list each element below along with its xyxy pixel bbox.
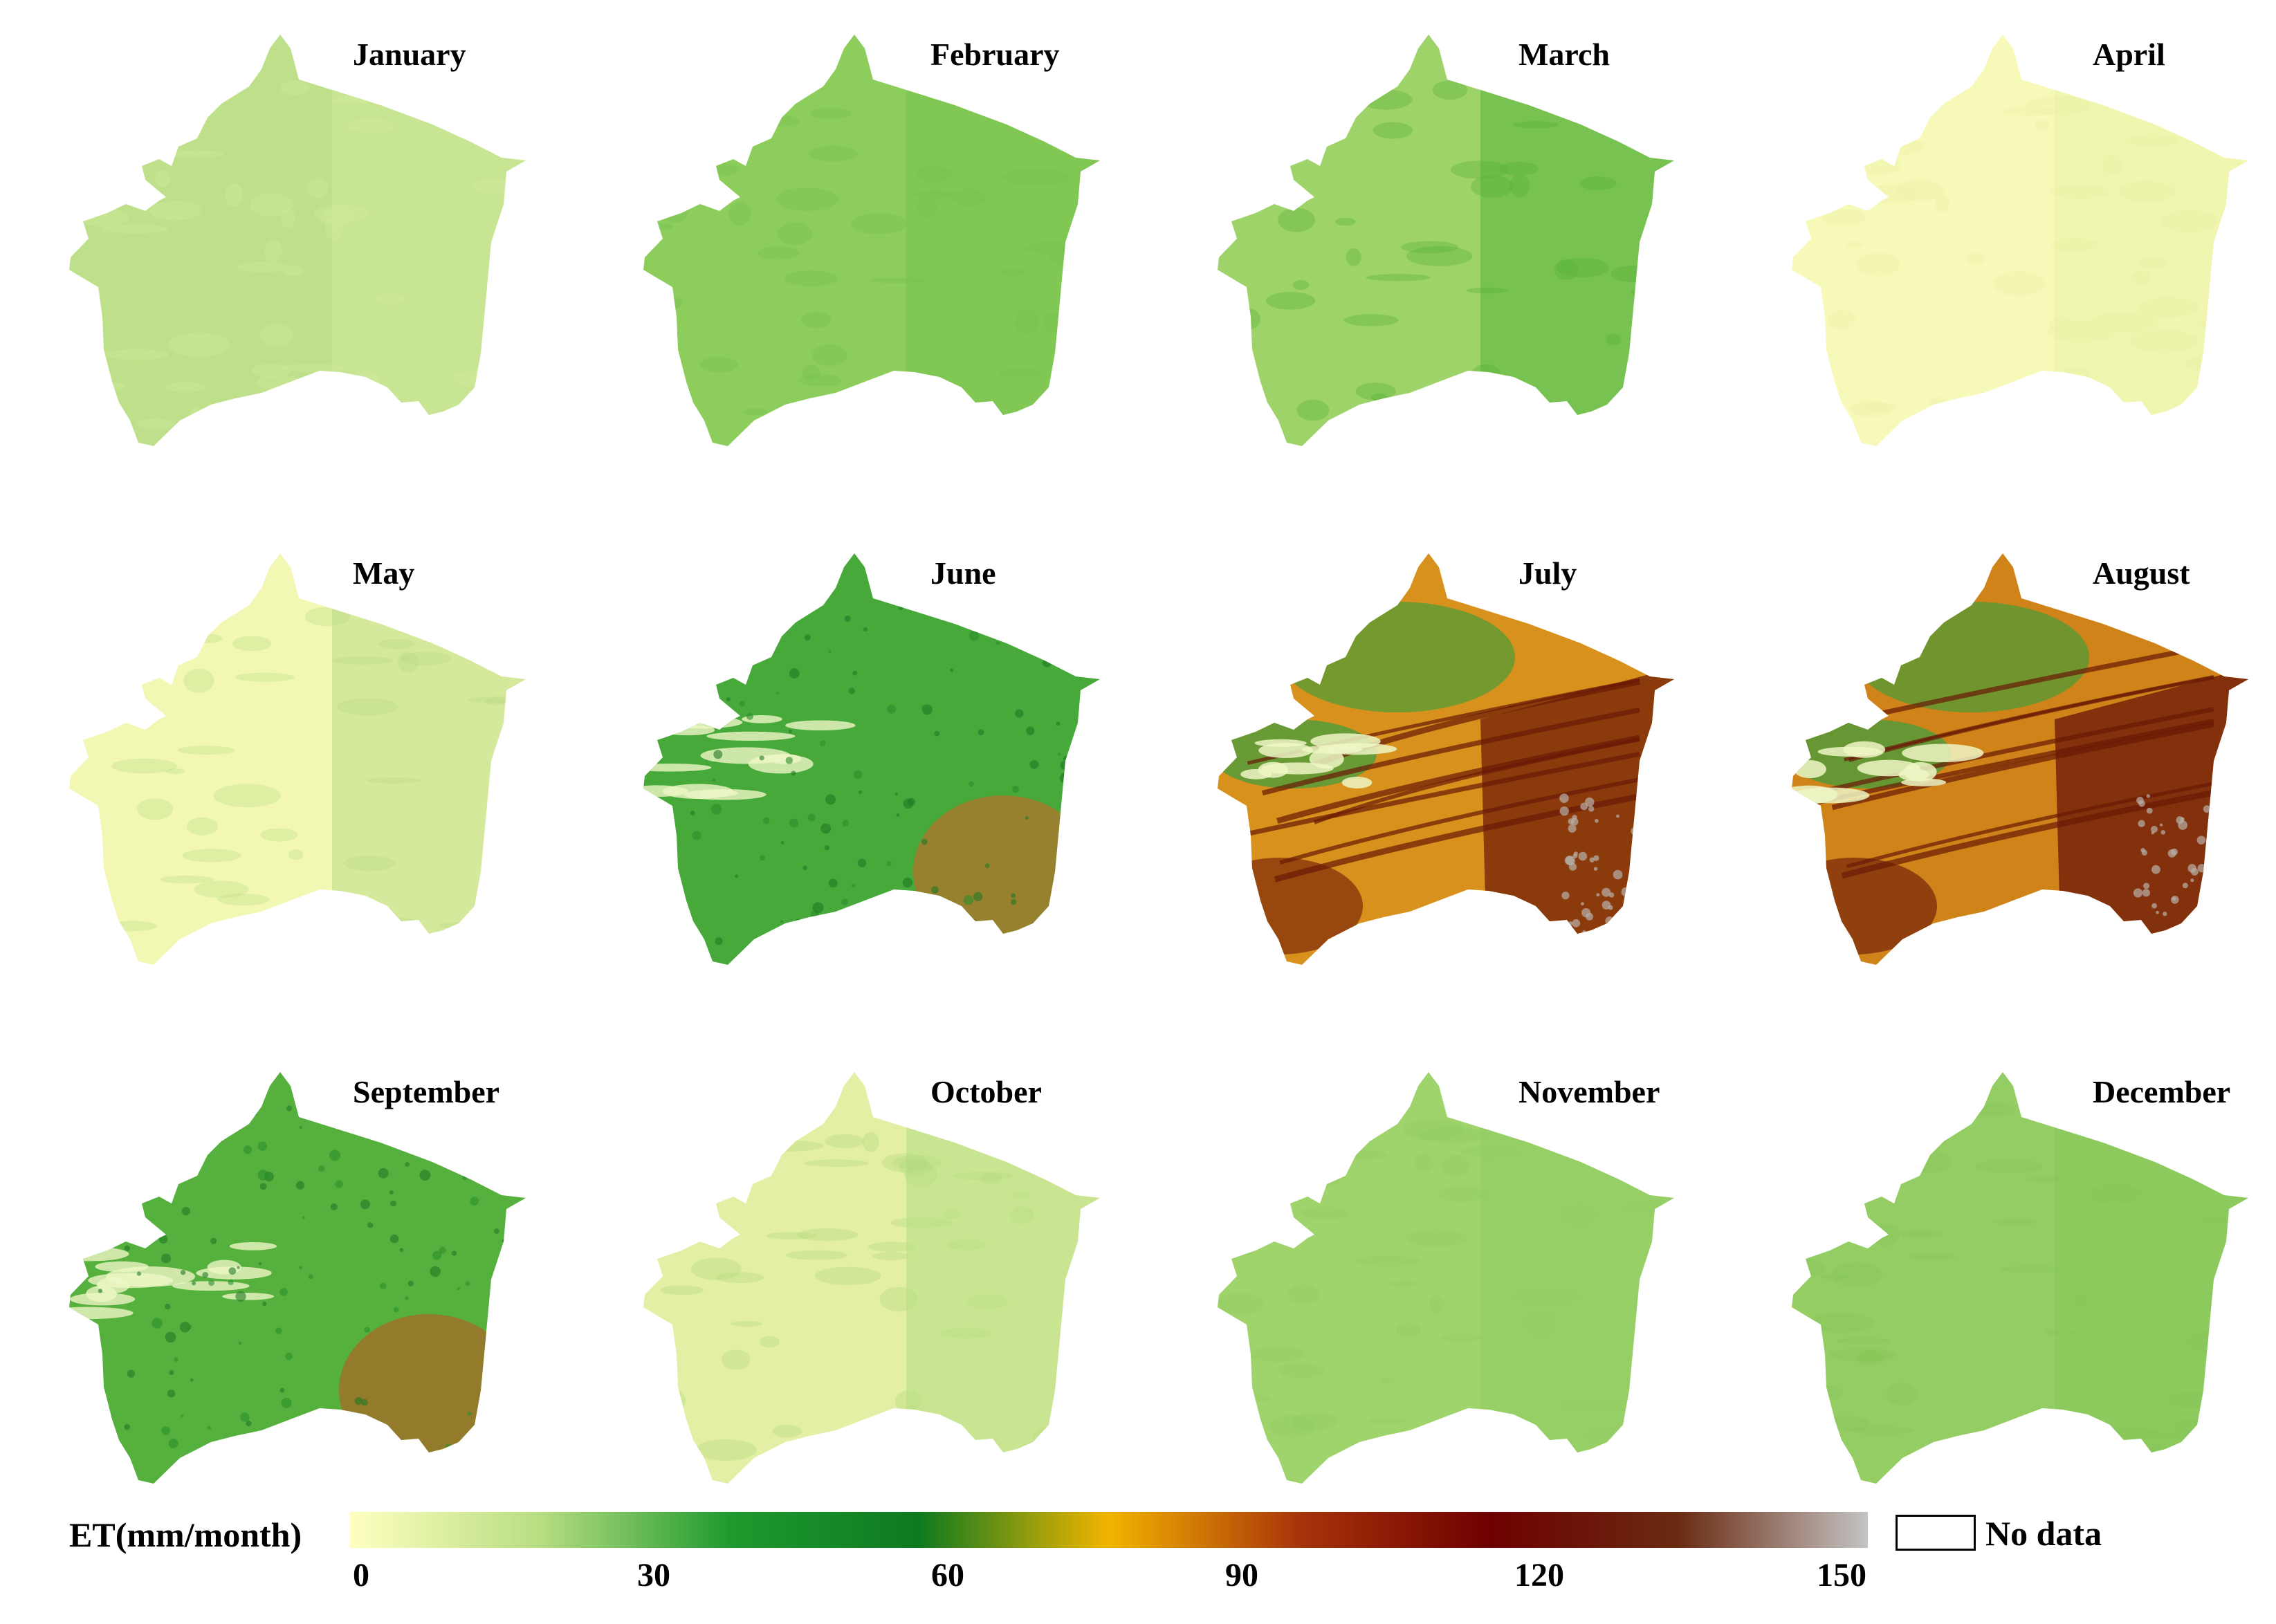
panel-title: September	[353, 1074, 500, 1109]
et-map-march	[1218, 35, 1674, 446]
et-map-july	[1218, 553, 1674, 965]
panel-title: May	[353, 555, 415, 591]
map-panel-february: February	[616, 28, 1169, 526]
et-map-november	[1218, 1072, 1674, 1484]
map-panel-may: May	[42, 546, 595, 1044]
panel-title: October	[930, 1074, 1042, 1109]
et-map-december	[1792, 1072, 2248, 1484]
colorbar-label: ET(mm/month)	[69, 1515, 302, 1554]
map-panel-april: April	[1764, 28, 2276, 526]
et-map-october	[643, 1072, 1100, 1484]
no-data-swatch	[1896, 1515, 1976, 1551]
colorbar-tick: 120	[1514, 1557, 1564, 1594]
map-panel-september: September	[42, 1065, 595, 1563]
et-map-april	[1792, 35, 2248, 446]
et-map-september	[69, 1072, 526, 1484]
et-colorbar	[349, 1512, 1868, 1548]
colorbar-tick: 0	[353, 1557, 369, 1594]
panel-title: January	[353, 37, 466, 72]
colorbar-tick: 30	[637, 1557, 670, 1594]
et-map-may	[69, 553, 526, 965]
panel-title: July	[1518, 555, 1577, 591]
map-panel-june: June	[616, 546, 1169, 1044]
panel-title: June	[930, 555, 996, 591]
et-map-january	[69, 35, 526, 446]
map-panel-december: December	[1764, 1065, 2276, 1563]
map-panel-august: August	[1764, 546, 2276, 1044]
panel-title: August	[2093, 555, 2190, 591]
colorbar-tick: 150	[1817, 1557, 1866, 1594]
et-map-august	[1792, 553, 2248, 965]
colorbar-tick: 60	[931, 1557, 964, 1594]
colorbar-tick: 90	[1225, 1557, 1258, 1594]
et-map-february	[643, 35, 1100, 446]
no-data-label: No data	[1985, 1514, 2102, 1553]
map-panel-march: March	[1190, 28, 1743, 526]
map-panel-november: November	[1190, 1065, 1743, 1563]
panel-title: December	[2093, 1074, 2231, 1109]
map-panel-july: July	[1190, 546, 1743, 1044]
et-map-june	[643, 553, 1100, 965]
map-panel-january: January	[42, 28, 595, 526]
map-panel-october: October	[616, 1065, 1169, 1563]
panel-title: November	[1518, 1074, 1660, 1109]
panel-title: February	[930, 37, 1060, 72]
panel-title: April	[2093, 37, 2165, 72]
panel-title: March	[1518, 37, 1610, 72]
